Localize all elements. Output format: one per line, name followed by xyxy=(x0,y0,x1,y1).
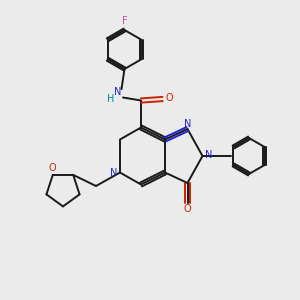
Text: O: O xyxy=(165,93,173,103)
Text: O: O xyxy=(184,204,191,214)
Text: N: N xyxy=(184,118,192,129)
Text: N: N xyxy=(206,149,213,160)
Text: O: O xyxy=(48,163,56,173)
Text: H: H xyxy=(107,94,115,104)
Text: N: N xyxy=(110,167,117,178)
Text: F: F xyxy=(122,16,127,26)
Text: N: N xyxy=(114,87,121,97)
